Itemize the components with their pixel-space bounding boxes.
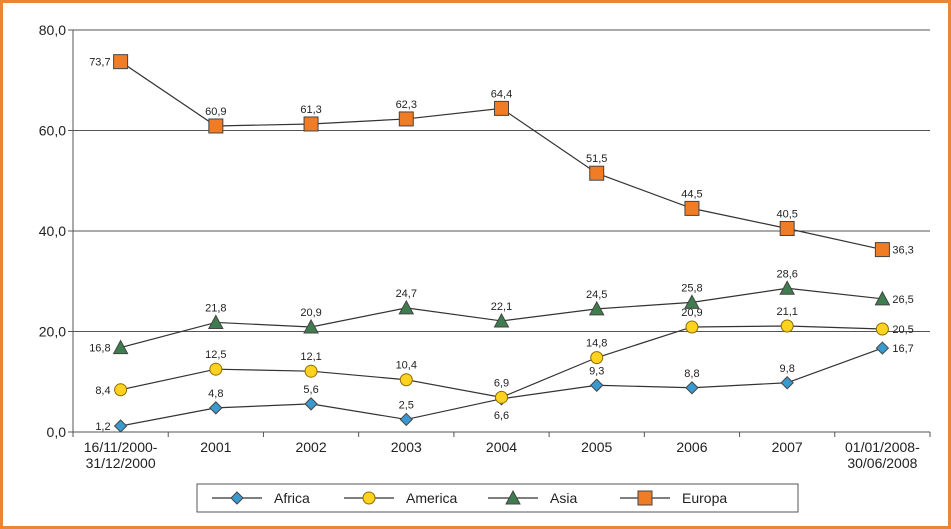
data-label: 21,8 (205, 302, 226, 314)
data-label: 44,5 (681, 188, 702, 200)
data-point (779, 220, 795, 236)
data-point (684, 294, 700, 309)
y-tick-label: 20,0 (39, 324, 66, 340)
data-point (113, 419, 128, 433)
data-label: 20,5 (892, 324, 913, 336)
data-point (112, 339, 129, 355)
data-point (494, 100, 509, 116)
x-tick-label: 2001 (200, 439, 231, 455)
data-point (685, 320, 699, 334)
data-label: 6,6 (494, 410, 509, 422)
data-label: 36,3 (892, 245, 913, 257)
legend-label: Asia (550, 490, 577, 506)
data-label: 26,5 (892, 294, 913, 306)
data-label: 64,4 (491, 88, 512, 100)
x-tick-label: 2002 (295, 439, 326, 455)
legend-label: Europa (682, 490, 727, 506)
x-tick-label: 01/01/2008-30/06/2008 (845, 439, 920, 471)
data-label: 14,8 (586, 338, 607, 350)
legend-marker (362, 491, 376, 505)
data-label: 61,3 (300, 104, 321, 116)
data-point (590, 378, 604, 392)
x-tick-label: 2006 (676, 439, 707, 455)
data-label: 24,7 (396, 288, 417, 300)
data-label: 25,8 (681, 282, 702, 294)
data-point (684, 200, 700, 216)
x-tick-label: 2005 (581, 439, 612, 455)
x-tick-label: 2004 (486, 439, 517, 455)
data-label: 40,5 (776, 208, 797, 220)
x-tick-label: 2007 (772, 439, 803, 455)
data-point (875, 341, 890, 355)
data-point (304, 397, 318, 411)
data-point (874, 290, 891, 306)
data-point (874, 242, 890, 258)
data-label: 8,8 (684, 368, 699, 380)
data-point (114, 383, 128, 397)
data-point (780, 319, 794, 333)
data-point (589, 165, 605, 181)
legend-label: America (406, 490, 458, 506)
data-label: 51,5 (586, 153, 607, 165)
x-tick-label: 16/11/2000-31/12/2000 (84, 439, 158, 471)
data-label: 20,9 (681, 307, 702, 319)
data-label: 22,1 (491, 301, 512, 313)
data-label: 9,3 (589, 365, 604, 377)
data-point (875, 322, 889, 336)
legend-marker (505, 489, 521, 505)
data-label: 62,3 (396, 99, 417, 111)
data-label: 1,2 (95, 421, 110, 433)
data-label: 24,5 (586, 289, 607, 301)
data-point (303, 116, 319, 132)
data-label: 12,1 (300, 351, 321, 363)
data-point (685, 381, 699, 395)
y-tick-label: 0,0 (47, 424, 67, 440)
data-label: 6,9 (494, 377, 509, 389)
data-point (209, 401, 223, 415)
data-point (588, 300, 605, 316)
data-point (493, 312, 510, 328)
data-label: 8,4 (95, 385, 110, 397)
data-label: 73,7 (89, 57, 110, 69)
x-tick-label: 2003 (391, 439, 422, 455)
data-point (495, 390, 508, 404)
data-point (208, 118, 224, 134)
data-point (398, 299, 415, 315)
data-label: 20,9 (300, 307, 321, 319)
legend-marker (637, 490, 653, 506)
y-tick-label: 80,0 (39, 22, 66, 38)
data-label: 4,8 (208, 388, 223, 400)
data-point (399, 373, 413, 387)
data-label: 21,1 (776, 306, 797, 318)
data-label: 10,4 (396, 360, 417, 372)
data-point (779, 280, 796, 295)
data-point (780, 376, 794, 390)
data-point (209, 362, 223, 376)
data-label: 60,9 (205, 106, 226, 118)
data-label: 9,8 (780, 363, 795, 375)
y-tick-label: 60,0 (39, 123, 66, 139)
data-point (399, 412, 413, 427)
data-point (303, 318, 319, 334)
data-label: 2,5 (399, 399, 414, 411)
legend-marker (230, 491, 244, 505)
data-label: 28,6 (776, 268, 797, 280)
data-point (207, 314, 224, 329)
legend-label: Africa (274, 490, 310, 506)
data-label: 5,6 (303, 384, 318, 396)
data-point (304, 364, 318, 378)
y-tick-label: 40,0 (39, 223, 66, 239)
data-point (590, 351, 604, 365)
data-label: 12,5 (205, 349, 226, 361)
data-point (398, 111, 414, 127)
data-point (113, 54, 129, 70)
data-label: 16,7 (892, 343, 913, 355)
data-label: 16,8 (89, 343, 110, 355)
